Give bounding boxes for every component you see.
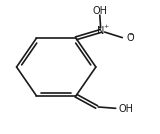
Text: −: − [128, 32, 134, 37]
Text: OH: OH [92, 6, 107, 16]
Text: N: N [97, 26, 104, 36]
Text: +: + [103, 24, 108, 29]
Text: OH: OH [119, 104, 134, 114]
Text: O: O [127, 33, 134, 43]
